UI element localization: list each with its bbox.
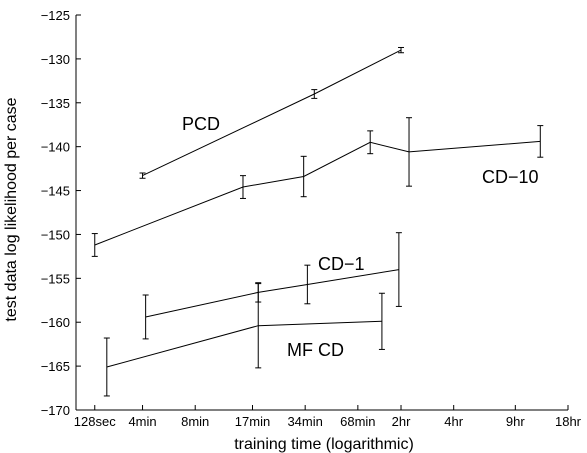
y-tick-label: −160: [41, 315, 70, 330]
error-bar: [239, 175, 246, 199]
x-tick-label: 34min: [287, 414, 322, 429]
error-bar: [304, 264, 311, 305]
error-bar: [398, 46, 405, 54]
series-3: CD−1: [142, 232, 402, 340]
error-bar: [537, 125, 544, 158]
y-tick-label: −150: [41, 227, 70, 242]
y-tick-label: −145: [41, 184, 70, 199]
x-axis-label: training time (logarithmic): [234, 436, 414, 453]
y-tick-label: −135: [41, 96, 70, 111]
error-bar: [142, 294, 149, 340]
error-bar: [378, 292, 385, 350]
series-label: PCD: [182, 114, 220, 134]
series-1: PCD: [139, 46, 405, 179]
x-tick-label: 9hr: [506, 414, 525, 429]
x-tick-label: 18hr: [555, 414, 582, 429]
y-tick-label: −140: [41, 140, 70, 155]
y-axis-label: test data log likelihood per case: [3, 97, 20, 321]
error-bar: [395, 232, 402, 307]
error-bar: [367, 130, 374, 155]
y-tick-label: −170: [41, 403, 70, 418]
error-bar: [139, 172, 146, 179]
error-bar: [255, 283, 262, 369]
series-label: CD−1: [318, 254, 365, 274]
y-tick-label: −165: [41, 359, 70, 374]
series-line: [94, 140, 541, 246]
series-label: MF CD: [287, 340, 344, 360]
error-bar: [406, 117, 413, 187]
error-bar: [103, 337, 110, 397]
series-layer: PCD CD−10 CD−1 MF CD: [91, 46, 544, 397]
x-tick-label: 17min: [235, 414, 270, 429]
x-tick-label: 2hr: [392, 414, 411, 429]
x-tick-label: 4hr: [444, 414, 463, 429]
y-tick-label: −155: [41, 271, 70, 286]
x-tick-label: 4min: [128, 414, 156, 429]
x-tick-label: 68min: [340, 414, 375, 429]
y-tick-label: −125: [41, 8, 70, 23]
y-tick-label: −130: [41, 52, 70, 67]
error-bar: [91, 233, 98, 257]
x-tick-label: 128sec: [74, 414, 116, 429]
series-line: [145, 269, 399, 318]
error-bar: [300, 155, 307, 198]
series-line: [142, 49, 402, 177]
error-bar: [311, 89, 318, 99]
axes: −170 −165 −160 −155 −150 −145 −140 −135 −130 −125…: [41, 8, 582, 429]
series-2: CD−10: [91, 117, 544, 257]
series-label: CD−10: [482, 167, 539, 187]
x-tick-label: 8min: [181, 414, 209, 429]
series-4: MF CD: [103, 283, 385, 397]
